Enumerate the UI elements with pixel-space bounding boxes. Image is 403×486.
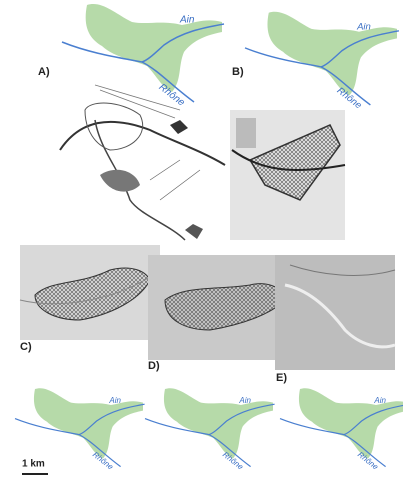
panel-label: B) xyxy=(232,66,244,78)
historical-map-a xyxy=(60,85,225,240)
tributary-label: Ain xyxy=(356,22,371,33)
panel-label: E) xyxy=(276,372,287,384)
tributary-label: Ain xyxy=(108,396,121,405)
floodplain xyxy=(34,388,143,458)
historical-map-d xyxy=(148,255,290,360)
floodplain xyxy=(164,388,273,458)
panel-label: C) xyxy=(20,341,32,353)
tributary-label: Ain xyxy=(238,396,251,405)
panel-label: D) xyxy=(148,360,160,372)
panel-label: A) xyxy=(38,66,50,78)
scale-label: 1 km xyxy=(22,459,45,470)
historical-map-b xyxy=(230,110,345,240)
historical-map-c xyxy=(20,245,160,340)
historical-map-e xyxy=(275,255,395,370)
tributary-label: Ain xyxy=(179,15,195,26)
floodplain xyxy=(267,12,397,96)
floodplain xyxy=(299,388,403,458)
tributary-label: Ain xyxy=(373,396,386,405)
floodplain xyxy=(86,4,222,92)
figure: A) B) C) D) E) 1 km AinRhôneAinRhôneAinR… xyxy=(0,0,403,486)
